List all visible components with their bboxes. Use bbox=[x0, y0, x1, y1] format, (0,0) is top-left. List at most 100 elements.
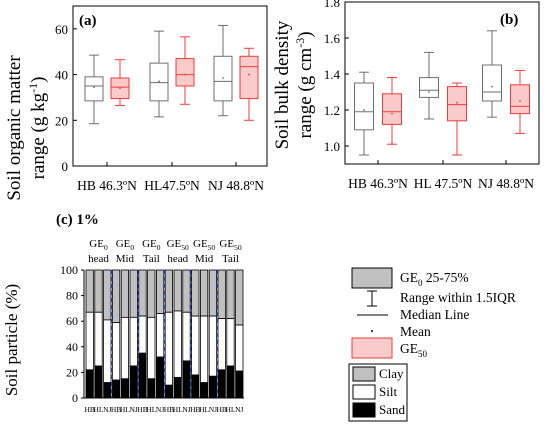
panel-b-box-ge50-1 bbox=[447, 82, 467, 156]
bar-segment-silt bbox=[120, 316, 129, 380]
bar-segment-sand bbox=[199, 382, 209, 399]
mean-point bbox=[119, 87, 121, 90]
panel-c-group-label: GE50 bbox=[219, 238, 241, 252]
panel-b: Soil bulk density range (g cm-3) (b) 1.0… bbox=[272, 0, 540, 191]
legend-range-symbol bbox=[367, 290, 377, 307]
bar-segment-clay bbox=[173, 269, 182, 312]
box-iqr bbox=[354, 82, 374, 131]
bar-segment-silt bbox=[226, 318, 235, 367]
bar-segment-sand bbox=[155, 356, 165, 399]
bar-segment-sand bbox=[235, 370, 244, 399]
panel-c-group-sublabel: Tail bbox=[222, 253, 239, 265]
panel-c-xtick-label: NJ bbox=[156, 405, 164, 414]
panel-c-xtick-label: HB bbox=[216, 405, 226, 414]
mean-point bbox=[519, 100, 521, 102]
bar-segment-clay bbox=[226, 269, 235, 320]
panel-b-xtick-label: NJ 48.8ºN bbox=[478, 176, 534, 191]
bar-segment-silt bbox=[138, 315, 147, 354]
particle-bar-14 bbox=[208, 269, 217, 399]
bar-segment-clay bbox=[85, 269, 94, 313]
panel-c-xtick-label: NJ bbox=[182, 405, 190, 414]
particle-bar-7 bbox=[147, 269, 156, 399]
legend-sand-swatch bbox=[352, 402, 376, 418]
mean-point bbox=[93, 86, 95, 89]
legend-boxplot: GE0 25-75% Range within 1.5IQR Median Li… bbox=[351, 267, 516, 359]
panel-c-xtick-label: HB bbox=[164, 405, 174, 414]
bar-segment-clay bbox=[191, 269, 200, 317]
bar-segment-sand bbox=[94, 365, 103, 399]
legend-mean-label: Mean bbox=[400, 324, 431, 339]
mean-point bbox=[222, 77, 224, 79]
panel-a: Soil organic matter range (g kg-1) (a) 0… bbox=[4, 5, 268, 201]
box-iqr bbox=[84, 76, 104, 102]
panel-c-xtick-label: HB bbox=[111, 405, 121, 414]
bar-segment-clay bbox=[103, 269, 112, 321]
panel-c-group-sublabel: Tail bbox=[143, 253, 160, 265]
particle-bar-11 bbox=[182, 269, 191, 399]
bar-segment-silt bbox=[199, 315, 209, 384]
bar-segment-clay bbox=[120, 269, 129, 318]
panel-c-ylabel: Soil particle (%) bbox=[2, 284, 21, 396]
bar-segment-clay bbox=[147, 269, 156, 318]
bar-segment-sand bbox=[138, 352, 147, 399]
legend-silt-label: Silt bbox=[379, 384, 397, 399]
panel-c-ytick-label: 20 bbox=[66, 365, 78, 379]
legend-ge0-swatch bbox=[351, 267, 393, 289]
box-iqr bbox=[482, 64, 502, 102]
panel-b-xtick-label: HL 47.5ºN bbox=[414, 176, 473, 191]
bar-segment-clay bbox=[182, 269, 191, 313]
legend-ge50-label: GE50 bbox=[400, 341, 428, 359]
panel-b-frame bbox=[344, 1, 540, 165]
particle-bar-12 bbox=[191, 269, 200, 399]
panel-c-group-label: GE0 bbox=[116, 238, 135, 252]
panel-b-box-ge0-0 bbox=[354, 71, 374, 156]
box-iqr bbox=[382, 93, 402, 125]
panel-c-xtick-label: HL bbox=[120, 405, 130, 414]
panel-c-xtick-label: HL bbox=[173, 405, 183, 414]
mean-point bbox=[391, 112, 393, 115]
panel-c-label: (c) 1% bbox=[56, 212, 99, 228]
bar-segment-clay bbox=[112, 269, 121, 323]
box-iqr bbox=[239, 55, 259, 100]
panel-c-group-label: GE50 bbox=[193, 238, 215, 252]
legend-sand-label: Sand bbox=[379, 402, 406, 417]
mean-point bbox=[456, 101, 458, 104]
box-iqr bbox=[419, 77, 439, 98]
bar-segment-silt bbox=[235, 324, 244, 372]
bar-segment-clay bbox=[129, 269, 138, 318]
panel-c-xtick-label: HB bbox=[137, 405, 147, 414]
bar-segment-silt bbox=[147, 316, 156, 380]
panel-c: (c) 1% Soil particle (%) GE0headGE0MidGE… bbox=[2, 212, 244, 414]
panel-a-box-ge50-1 bbox=[175, 36, 195, 105]
panel-c-ytick-label: 80 bbox=[66, 289, 78, 303]
panel-b-box-ge50-0 bbox=[382, 77, 402, 145]
panel-a-xtick-label: NJ 48.8ºN bbox=[208, 178, 264, 193]
panel-a-ylabel-line2: range (g kg-1) bbox=[26, 77, 49, 180]
panel-a-ytick-label: 40 bbox=[55, 68, 68, 83]
bar-segment-sand bbox=[182, 360, 191, 399]
bar-segment-clay bbox=[94, 269, 103, 313]
legend-median-label: Median Line bbox=[400, 307, 469, 322]
bar-segment-silt bbox=[103, 319, 112, 384]
bar-segment-silt bbox=[112, 322, 121, 381]
particle-bar-4 bbox=[120, 269, 129, 399]
bar-segment-clay bbox=[138, 269, 147, 317]
panel-a-ytick-label: 0 bbox=[62, 159, 69, 174]
panel-c-xtick-label: HB bbox=[190, 405, 200, 414]
bar-segment-silt bbox=[191, 315, 200, 376]
particle-bar-13 bbox=[199, 269, 209, 399]
panel-a-ytick-label: 60 bbox=[55, 22, 68, 37]
bar-segment-clay bbox=[155, 269, 165, 314]
panel-c-ytick-label: 40 bbox=[66, 340, 78, 354]
legend-range-label: Range within 1.5IQR bbox=[400, 290, 516, 305]
panel-c-ytick-label: 60 bbox=[66, 314, 78, 328]
panel-a-box-ge50-2 bbox=[239, 47, 259, 121]
panel-c-xtick-label: NJ bbox=[209, 405, 217, 414]
bar-segment-silt bbox=[182, 311, 191, 362]
mean-point bbox=[248, 73, 250, 76]
panel-c-xtick-label: HL bbox=[199, 405, 209, 414]
panel-c-xtick-label: HL bbox=[94, 405, 104, 414]
legend-ge0-label: GE0 25-75% bbox=[400, 270, 469, 288]
legend-silt-swatch bbox=[352, 384, 376, 400]
